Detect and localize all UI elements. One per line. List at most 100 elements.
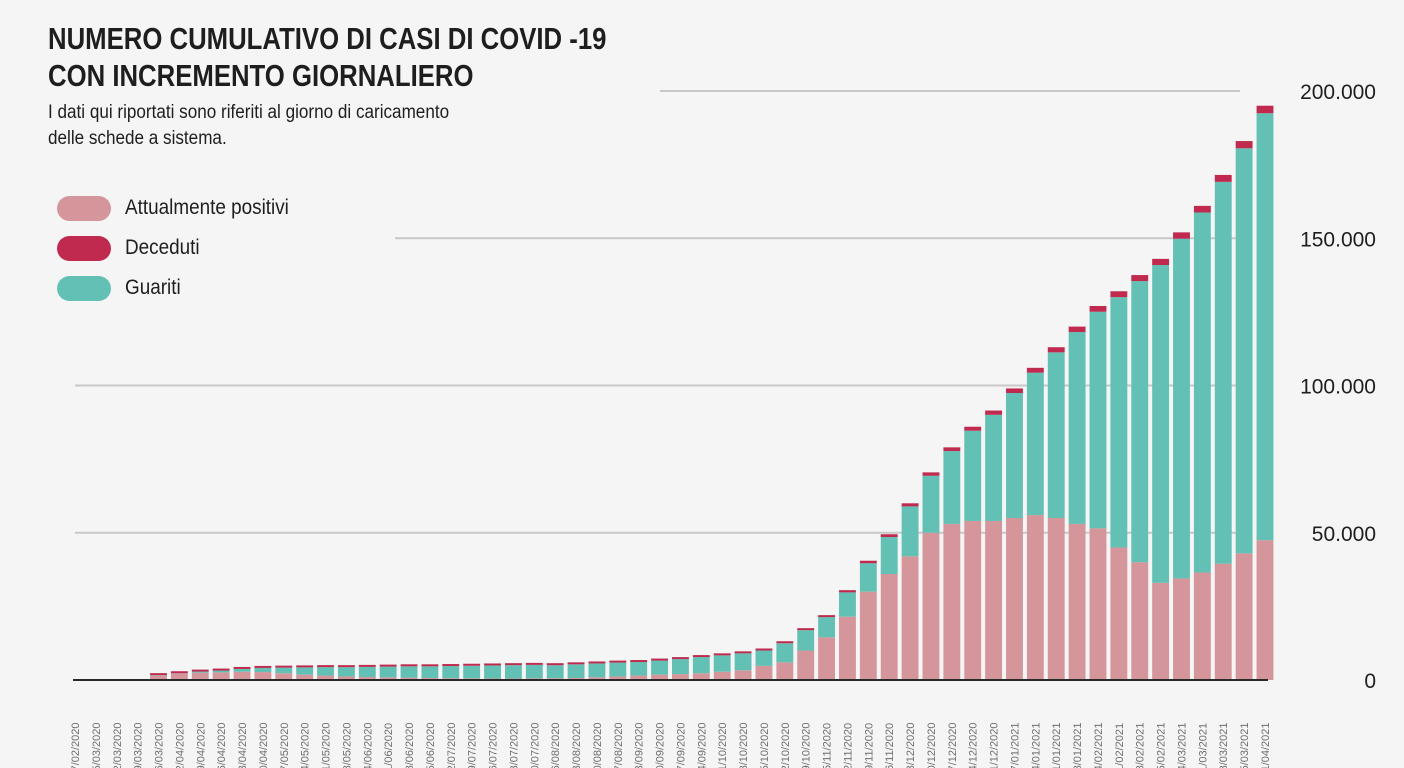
bar-segment-deceduti — [379, 664, 397, 667]
y-tick-label: 100.000 — [1300, 376, 1376, 399]
x-tick-label: 25/03/2021 — [1239, 722, 1251, 768]
bar-segment-guariti — [1068, 332, 1086, 524]
bar-segment-positivi — [839, 616, 856, 680]
bar-segment-guariti — [567, 664, 585, 678]
x-tick-label: 18/03/2021 — [1218, 722, 1230, 768]
x-tick-label: 18/06/2020 — [404, 722, 416, 768]
bar-segment-guariti — [692, 657, 710, 674]
title-line-2: CON INCREMENTO GIORNALIERO — [48, 58, 474, 93]
bar-segment-guariti — [1089, 311, 1107, 529]
x-tick-label: 01/04/2021 — [1260, 722, 1272, 768]
subtitle-line-1: I dati qui riportati sono riferiti al gi… — [48, 102, 450, 123]
x-tick-label: 30/04/2020 — [258, 722, 270, 768]
bar-segment-guariti — [797, 630, 815, 651]
bar-segment-positivi — [421, 677, 439, 680]
bar-segment-guariti — [275, 667, 293, 674]
x-tick-label: 03/12/2020 — [905, 722, 917, 768]
legend-swatch-deceduti — [57, 235, 111, 261]
x-tick-label: 25/02/2021 — [1156, 722, 1168, 768]
x-tick-label: 28/01/2021 — [1072, 722, 1084, 768]
bar-segment-deceduti — [859, 560, 877, 564]
title-line-1: NUMERO CUMULATIVO DI CASI DI COVID -19 — [48, 21, 607, 56]
bar-segment-positivi — [170, 673, 188, 680]
x-tick-label: 03/09/2020 — [634, 722, 646, 768]
bar-segment-deceduti — [442, 664, 460, 667]
bar-segment-deceduti — [358, 664, 376, 667]
legend-item-positivi: Attualmente positivi — [57, 188, 307, 228]
bar-segment-guariti — [1235, 148, 1253, 554]
bar-segment-guariti — [755, 650, 773, 666]
bar-segment-positivi — [755, 665, 773, 680]
x-tick-label: 27/08/2020 — [613, 722, 625, 768]
x-tick-label: 10/12/2020 — [926, 722, 938, 768]
bar-segment-deceduti — [797, 628, 815, 631]
bar-segment-deceduti — [880, 534, 898, 538]
x-tick-label: 11/02/2021 — [1114, 723, 1126, 768]
bar-segment-positivi — [150, 675, 167, 680]
x-tick-label: 12/03/2020 — [112, 722, 124, 768]
bar-segment-guariti — [839, 592, 856, 617]
bar-segment-positivi — [818, 637, 836, 680]
bar-segment-guariti — [734, 653, 752, 671]
bar-segment-guariti — [233, 668, 251, 672]
bar-segment-guariti — [713, 655, 731, 672]
bar-segment-guariti — [463, 665, 481, 679]
bar-segment-positivi — [797, 650, 815, 680]
chart-title: NUMERO CUMULATIVO DI CASI DI COVID -19 C… — [48, 20, 606, 94]
x-tick-label: 04/06/2020 — [362, 722, 374, 768]
bar-segment-deceduti — [400, 664, 418, 667]
x-tick-label: 09/07/2020 — [467, 722, 479, 768]
x-tick-label: 26/03/2020 — [154, 722, 166, 768]
bar-segment-deceduti — [609, 660, 627, 663]
bar-segment-deceduti — [713, 653, 731, 656]
x-tick-label: 24/09/2020 — [696, 722, 708, 768]
bar-segment-guariti — [1193, 212, 1211, 573]
bar-segment-deceduti — [755, 648, 773, 651]
x-tick-label: 07/05/2020 — [279, 722, 291, 768]
x-tick-label: 23/07/2020 — [508, 722, 520, 768]
bar-segment-deceduti — [692, 655, 710, 658]
x-tick-label: 04/02/2021 — [1093, 722, 1105, 768]
bar-segment-guariti — [484, 665, 501, 679]
bar-segment-guariti — [504, 665, 522, 679]
bar-segment-guariti — [317, 667, 334, 676]
bar-segment-deceduti — [421, 664, 439, 667]
bar-segment-deceduti — [1214, 174, 1232, 182]
x-tick-label: 29/10/2020 — [801, 722, 813, 768]
bar-segment-deceduti — [191, 669, 209, 672]
bar-segment-positivi — [1026, 515, 1044, 680]
bar-segment-guariti — [1256, 113, 1274, 541]
bar-segment-positivi — [1089, 528, 1107, 680]
bar-segment-guariti — [651, 660, 668, 675]
bar-segment-deceduti — [985, 410, 1003, 415]
bar-segment-guariti — [525, 664, 543, 679]
bar-segment-positivi — [588, 677, 606, 680]
bar-segment-positivi — [191, 672, 209, 680]
x-tick-label: 10/09/2020 — [655, 722, 667, 768]
legend-swatch-guariti — [57, 275, 111, 301]
bar-segment-deceduti — [525, 662, 543, 665]
x-tick-label: 21/05/2020 — [321, 722, 333, 768]
bar-segment-deceduti — [504, 663, 522, 666]
bar-segment-deceduti — [818, 615, 836, 618]
bar-segment-deceduti — [943, 447, 961, 452]
legend: Attualmente positivi Deceduti Guariti — [57, 188, 307, 308]
bar-segment-guariti — [880, 537, 898, 574]
bar-segment-positivi — [358, 677, 376, 680]
bar-segment-guariti — [964, 430, 982, 521]
bar-segment-guariti — [1131, 281, 1149, 563]
bar-segment-deceduti — [672, 657, 689, 660]
bar-segment-guariti — [1026, 372, 1044, 516]
bar-segment-guariti — [421, 666, 439, 678]
bar-segment-positivi — [1193, 572, 1211, 680]
bar-segment-positivi — [212, 672, 230, 680]
x-tick-label: 13/08/2020 — [571, 722, 583, 768]
bar-segment-guariti — [400, 666, 418, 678]
bar-segment-guariti — [630, 662, 648, 676]
x-tick-label: 31/12/2020 — [989, 722, 1001, 768]
bar-segment-guariti — [442, 666, 460, 679]
bar-segment-deceduti — [1110, 291, 1128, 298]
bar-segment-positivi — [317, 675, 334, 680]
bar-segment-positivi — [337, 676, 355, 680]
